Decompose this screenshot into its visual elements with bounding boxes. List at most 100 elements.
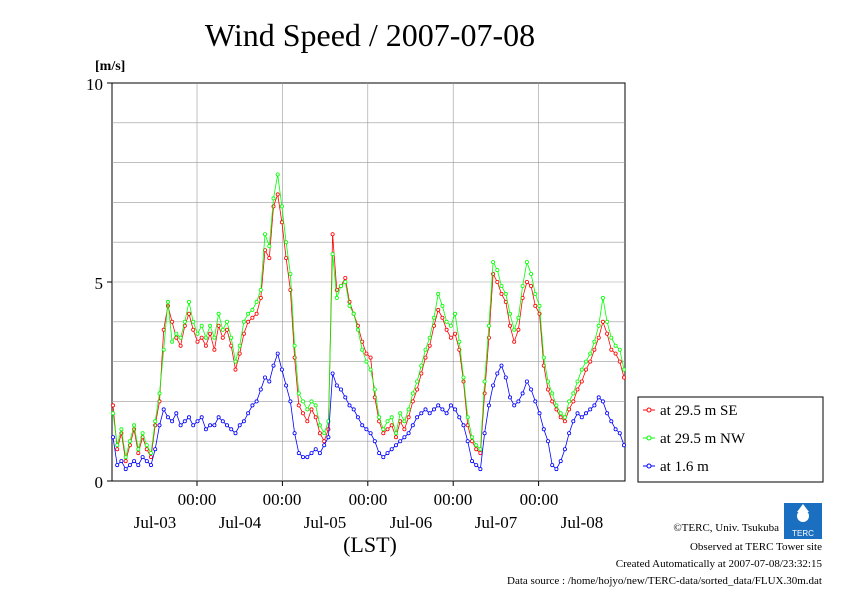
x-hour-tick-label: 00:00 <box>349 490 388 509</box>
data-point <box>300 455 305 460</box>
data-point <box>220 335 225 340</box>
data-point <box>347 303 352 308</box>
legend-marker-low <box>646 463 652 469</box>
data-point <box>389 423 394 428</box>
data-point <box>427 335 432 340</box>
data-point <box>486 403 491 408</box>
data-point <box>153 419 158 424</box>
data-point <box>123 459 128 464</box>
data-point <box>322 443 327 448</box>
data-point <box>419 411 424 416</box>
data-point <box>119 459 124 464</box>
data-point <box>398 439 403 444</box>
data-point <box>305 455 310 460</box>
legend-marker-nw <box>646 435 652 441</box>
y-tick-label: 0 <box>95 473 104 492</box>
data-point <box>220 327 225 332</box>
data-point <box>571 399 576 404</box>
data-point <box>246 411 251 416</box>
data-point <box>326 435 331 440</box>
data-point <box>262 232 267 237</box>
data-point <box>203 343 208 348</box>
data-point <box>567 431 572 436</box>
data-point <box>436 291 441 296</box>
data-point <box>195 331 200 336</box>
data-point <box>406 407 411 412</box>
data-point <box>558 415 563 420</box>
data-point <box>300 411 305 416</box>
data-point <box>617 431 622 436</box>
data-point <box>279 220 284 225</box>
data-point <box>415 379 420 384</box>
data-point <box>622 443 627 448</box>
data-point <box>503 291 508 296</box>
data-point <box>491 383 496 388</box>
data-point <box>575 379 580 384</box>
data-point <box>258 295 263 300</box>
data-point <box>389 415 394 420</box>
data-point <box>546 379 551 384</box>
data-point <box>617 347 622 352</box>
data-point <box>127 439 132 444</box>
data-point <box>267 256 272 261</box>
data-point <box>588 359 593 364</box>
x-day-tick-label: Jul-03 <box>134 513 177 532</box>
data-point <box>317 431 322 436</box>
data-point <box>613 343 618 348</box>
data-point <box>448 323 453 328</box>
data-point <box>313 447 318 452</box>
data-point <box>541 355 546 360</box>
data-point <box>170 419 175 424</box>
credit-text: ©TERC, Univ. Tsukuba <box>673 522 779 534</box>
data-point <box>609 347 614 352</box>
data-point <box>474 447 479 452</box>
data-point <box>415 415 420 420</box>
data-point <box>453 331 458 336</box>
data-point <box>148 451 153 456</box>
data-point <box>262 375 267 380</box>
data-point <box>474 443 479 448</box>
data-point <box>246 319 251 324</box>
data-point <box>157 391 162 396</box>
data-point <box>474 463 479 468</box>
data-point <box>537 411 542 416</box>
data-point <box>596 395 601 400</box>
data-point <box>237 343 242 348</box>
data-point <box>212 423 217 428</box>
data-point <box>322 431 327 436</box>
data-point <box>170 339 175 344</box>
data-point <box>600 399 605 404</box>
data-point <box>381 431 386 436</box>
data-point <box>507 323 512 328</box>
data-point <box>296 403 301 408</box>
data-point <box>402 427 407 432</box>
data-point <box>144 459 149 464</box>
x-axis-label: (LST) <box>343 532 397 557</box>
grid <box>107 82 625 486</box>
data-point <box>233 359 238 364</box>
data-point <box>275 351 280 356</box>
data-point <box>406 415 411 420</box>
data-point <box>237 423 242 428</box>
data-point <box>241 331 246 336</box>
legend-box <box>637 396 824 483</box>
data-point <box>258 387 263 392</box>
data-point <box>377 415 382 420</box>
data-point <box>224 423 229 428</box>
data-point <box>520 391 525 396</box>
data-point <box>622 367 627 372</box>
data-point <box>140 455 145 460</box>
data-point <box>182 419 187 424</box>
data-point <box>571 391 576 396</box>
data-point <box>436 307 441 312</box>
data-point <box>440 315 445 320</box>
data-point <box>317 451 322 456</box>
data-point <box>220 419 225 424</box>
data-point <box>343 395 348 400</box>
data-point <box>144 447 149 452</box>
legend-marker-se <box>646 407 652 413</box>
legend: at 29.5 m SE at 29.5 m NW at 1.6 m <box>637 396 824 483</box>
data-point <box>482 431 487 436</box>
data-point <box>571 419 576 424</box>
data-point <box>381 427 386 432</box>
